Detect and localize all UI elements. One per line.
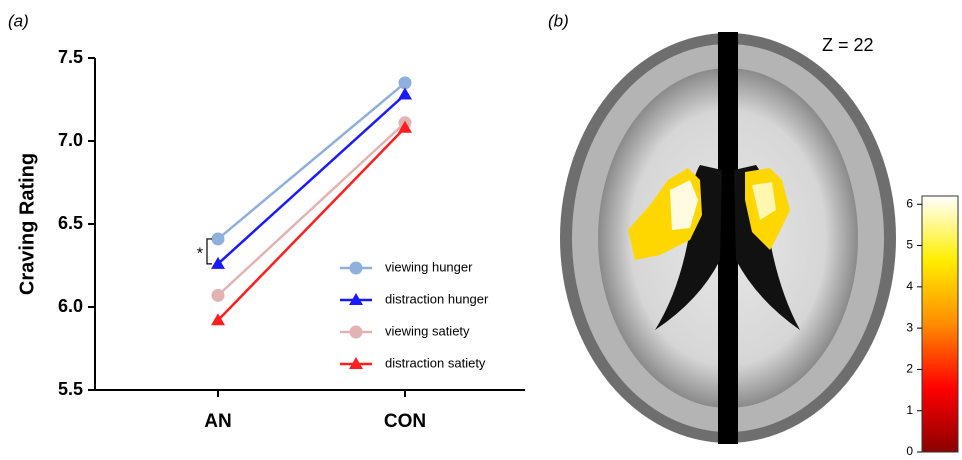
colorbar-tick-label: 2 xyxy=(906,362,913,376)
colorbar-tick-label: 3 xyxy=(906,320,913,334)
panel-label: (b) xyxy=(548,11,569,30)
point xyxy=(350,262,363,275)
annotation: * xyxy=(197,246,203,263)
colorbar xyxy=(922,196,958,452)
legend-label: distraction satiety xyxy=(385,355,486,370)
series-line xyxy=(218,128,405,321)
y-tick-label: 6.5 xyxy=(58,213,83,233)
legend-label: viewing hunger xyxy=(385,259,473,274)
point xyxy=(350,326,363,339)
point xyxy=(212,232,225,245)
series-line xyxy=(218,83,405,239)
y-tick-label: 6.0 xyxy=(58,296,83,316)
colorbar-tick-label: 4 xyxy=(906,279,913,293)
y-tick-label: 5.5 xyxy=(58,379,83,399)
point xyxy=(212,289,225,302)
bracket xyxy=(207,239,212,264)
series-line xyxy=(218,95,405,264)
x-tick-label: CON xyxy=(384,411,426,432)
legend-label: distraction hunger xyxy=(385,291,489,306)
colorbar-tick-label: 5 xyxy=(906,238,913,252)
brain-image xyxy=(555,30,905,445)
colorbar-tick-label: 6 xyxy=(906,196,913,210)
figure: (a) (b) Craving Rating Z = 22 5.5 6.0 6.5 7… xyxy=(0,0,962,460)
colorbar-tick-label: 1 xyxy=(906,403,913,417)
y-tick-label: 7.0 xyxy=(58,130,83,150)
colorbar-tick-label: 0 xyxy=(906,444,913,458)
y-tick-label: 7.5 xyxy=(58,47,83,67)
panel-label: (a) xyxy=(8,11,29,30)
legend-label: viewing satiety xyxy=(385,323,470,338)
x-tick-label: AN xyxy=(204,411,231,432)
point xyxy=(398,88,412,100)
y-axis-title: Craving Rating xyxy=(16,153,38,295)
point xyxy=(399,76,412,89)
series-line xyxy=(218,123,405,296)
slice-label: Z = 22 xyxy=(822,35,874,55)
